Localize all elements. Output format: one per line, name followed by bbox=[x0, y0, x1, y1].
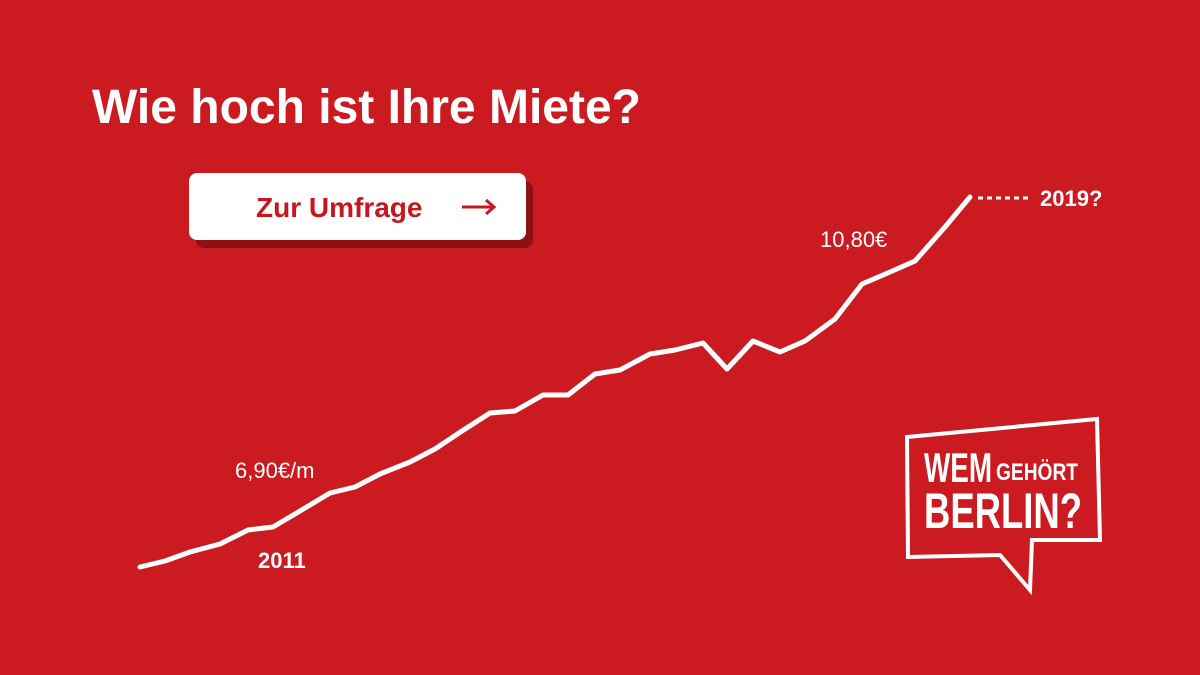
logo-bubble bbox=[904, 416, 1103, 596]
logo-text: WEM bbox=[924, 444, 992, 491]
button-label[interactable]: Zur Umfrage bbox=[256, 192, 422, 223]
button-face[interactable] bbox=[189, 173, 526, 240]
end-value-label: 10,80€ bbox=[820, 227, 887, 252]
end-year-label: 2019? bbox=[1040, 186, 1102, 211]
start-value-label: 6,90€/m bbox=[235, 458, 315, 483]
logo-text: BERLIN? bbox=[924, 483, 1082, 539]
logo: WEM GEHÖRT BERLIN? bbox=[904, 416, 1103, 596]
button-arrow bbox=[462, 198, 497, 216]
survey-button[interactable]: Zur Umfrage bbox=[189, 173, 533, 248]
logo-text: GEHÖRT bbox=[996, 459, 1078, 486]
rent-trend-line bbox=[137, 194, 973, 570]
start-year-label: 2011 bbox=[258, 548, 306, 573]
title: Wie hoch ist Ihre Miete? bbox=[92, 81, 641, 134]
